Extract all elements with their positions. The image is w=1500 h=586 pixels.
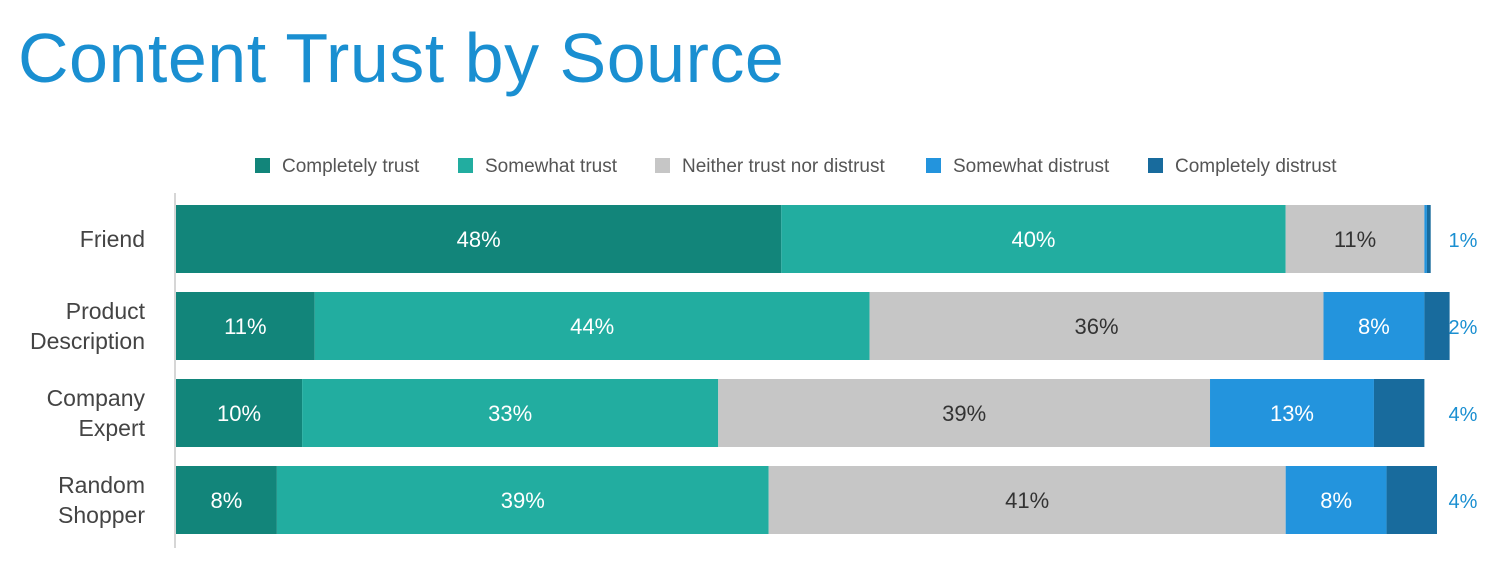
bar-segment-1-3 <box>1285 205 1425 273</box>
legend-swatch-4 <box>926 158 941 173</box>
data-label-3-2: 33% <box>488 401 532 426</box>
data-label-4-3: 41% <box>1005 488 1049 513</box>
data-label-2-2: 44% <box>570 314 614 339</box>
bar-segment-4-4 <box>1285 466 1387 534</box>
data-label-3-1: 10% <box>217 401 261 426</box>
category-label-1: Friend <box>80 226 145 252</box>
bar-segment-2-5 <box>1424 292 1450 360</box>
data-label-3-3: 39% <box>942 401 986 426</box>
category-label-3-line-1: Company <box>47 385 146 411</box>
bar-segment-3-5 <box>1373 379 1425 447</box>
legend-label-2: Somewhat trust <box>485 156 618 177</box>
bar-segment-4-5 <box>1386 466 1437 534</box>
bar-segment-3-1 <box>176 379 303 447</box>
data-label-2-3: 36% <box>1075 314 1119 339</box>
legend-swatch-2 <box>458 158 473 173</box>
legend-swatch-3 <box>655 158 670 173</box>
data-label-2-4: 8% <box>1358 314 1390 339</box>
bar-segment-4-2 <box>276 466 769 534</box>
category-label-2-line-2: Description <box>30 328 145 354</box>
data-label-4-2: 39% <box>501 488 545 513</box>
data-label-3-4: 13% <box>1270 401 1314 426</box>
bar-segment-2-2 <box>314 292 870 360</box>
bar-segment-1-1 <box>176 205 782 273</box>
legend-label-1: Completely trust <box>282 156 420 177</box>
data-label-3-5: 4% <box>1449 404 1478 426</box>
bar-segment-3-3 <box>718 379 1211 447</box>
bar-segment-1-4 <box>1424 205 1427 273</box>
bar-segment-1-5 <box>1426 205 1431 273</box>
legend-swatch-1 <box>255 158 270 173</box>
data-label-4-1: 8% <box>211 488 243 513</box>
data-label-1-5: 1% <box>1449 230 1478 252</box>
bar-segment-3-2 <box>302 379 719 447</box>
category-label-4-line-1: Random <box>58 472 145 498</box>
bar-segment-3-4 <box>1210 379 1374 447</box>
data-label-2-5: 2% <box>1449 317 1478 339</box>
category-label-4-line-2: Shopper <box>58 502 145 528</box>
legend-label-3: Neither trust nor distrust <box>682 156 885 177</box>
page-title: Content Trust by Source <box>18 19 785 97</box>
legend-label-4: Somewhat distrust <box>953 156 1110 177</box>
legend-swatch-5 <box>1148 158 1163 173</box>
data-label-2-1: 11% <box>224 314 266 339</box>
category-label-3-line-2: Expert <box>79 415 146 441</box>
bar-segment-2-1 <box>176 292 315 360</box>
data-label-1-3: 11% <box>1334 227 1376 252</box>
data-label-4-4: 8% <box>1320 488 1352 513</box>
category-label-2-line-1: Product <box>66 298 146 324</box>
bar-segment-1-2 <box>781 205 1286 273</box>
data-label-1-2: 40% <box>1011 227 1055 252</box>
bar-segment-2-4 <box>1323 292 1425 360</box>
bar-segment-2-3 <box>869 292 1324 360</box>
bar-segment-4-1 <box>176 466 277 534</box>
legend-label-5: Completely distrust <box>1175 156 1337 177</box>
data-label-4-5: 4% <box>1449 491 1478 513</box>
data-label-1-1: 48% <box>457 227 501 252</box>
bar-segment-4-3 <box>768 466 1286 534</box>
